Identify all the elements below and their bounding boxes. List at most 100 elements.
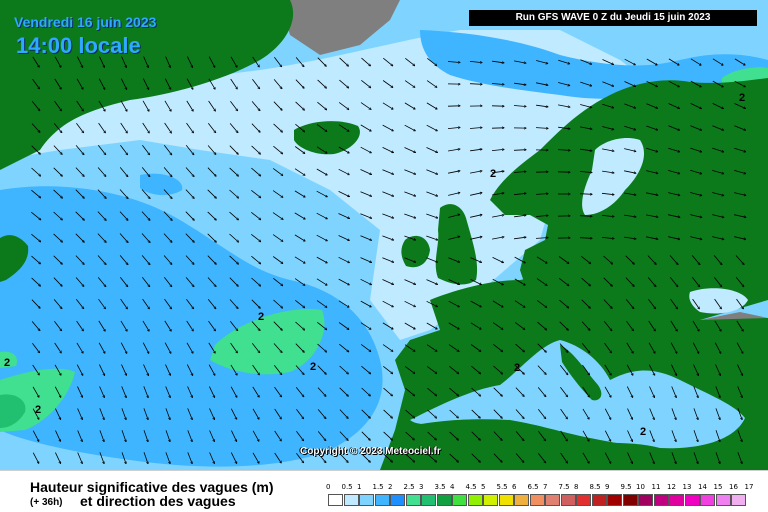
wave-direction-arrow (54, 56, 61, 67)
wave-direction-arrow (579, 238, 592, 239)
wave-direction-arrow (361, 387, 371, 396)
wave-direction-arrow (230, 56, 237, 67)
wave-direction-arrow (164, 122, 172, 133)
wave-direction-arrow (714, 298, 722, 309)
wave-direction-arrow (76, 342, 83, 353)
wave-direction-arrow (229, 167, 239, 176)
wave-direction-arrow (712, 214, 724, 218)
wave-direction-arrow (513, 106, 526, 107)
wave-direction-arrow (448, 279, 460, 285)
wave-direction-arrow (186, 342, 193, 353)
wave-direction-arrow (515, 409, 524, 419)
legend-swatch (514, 494, 529, 506)
wave-direction-arrow (360, 191, 372, 197)
wave-direction-arrow (273, 277, 282, 285)
wave-direction-arrow (185, 189, 194, 199)
legend-label: 12 (667, 483, 676, 491)
wave-direction-arrow (559, 343, 568, 353)
wave-direction-arrow (97, 255, 106, 265)
wave-direction-arrow (32, 408, 39, 420)
wave-direction-arrow (187, 386, 193, 398)
wave-direction-arrow (712, 80, 723, 87)
wave-direction-arrow (99, 56, 105, 68)
wave-direction-arrow (185, 233, 194, 243)
legend-swatch (359, 494, 374, 506)
wave-direction-arrow (55, 430, 61, 442)
wave-direction-arrow (361, 365, 370, 374)
forecast-date: Vendredi 16 juin 2023 (14, 14, 157, 30)
wave-direction-arrow (712, 192, 724, 196)
wave-direction-arrow (405, 453, 415, 462)
wave-direction-arrow (98, 100, 105, 111)
wave-direction-arrow (646, 58, 657, 65)
wave-direction-arrow (121, 56, 127, 68)
wave-direction-arrow (712, 125, 723, 130)
wave-direction-arrow (470, 322, 481, 329)
wave-direction-arrow (317, 409, 326, 418)
wave-direction-arrow (295, 321, 305, 330)
wave-direction-arrow (230, 100, 237, 111)
wave-direction-arrow (624, 81, 636, 87)
sea-band-2-2-5-small (0, 351, 18, 368)
wave-direction-arrow (274, 430, 282, 441)
wave-direction-arrow (119, 277, 127, 286)
wave-direction-arrow (32, 56, 39, 67)
wave-direction-arrow (75, 189, 84, 199)
wave-direction-arrow (582, 430, 589, 441)
wave-direction-arrow (668, 147, 679, 152)
model-run-banner: Run GFS WAVE 0 Z du Jeudi 15 juin 2023 (469, 10, 757, 26)
wave-direction-arrow (734, 147, 745, 152)
wave-direction-arrow (77, 408, 83, 420)
wave-direction-arrow (426, 344, 437, 352)
wave-direction-arrow (514, 278, 525, 285)
wave-direction-arrow (252, 78, 259, 89)
wave-direction-arrows (31, 56, 746, 464)
wave-direction-arrow (273, 299, 283, 308)
wave-direction-arrow (691, 277, 699, 286)
wave-direction-arrow (671, 408, 676, 419)
wave-direction-arrow (404, 344, 415, 352)
wave-direction-arrow (186, 100, 193, 111)
wave-direction-arrow (316, 124, 327, 132)
wave-direction-arrow (163, 167, 172, 176)
wave-direction-arrow (142, 78, 148, 90)
wave-direction-arrow (737, 386, 743, 398)
wave-direction-arrow (294, 234, 305, 241)
wave-direction-arrow (97, 233, 106, 243)
wave-direction-arrow (714, 342, 721, 354)
wave-direction-arrow (207, 211, 217, 220)
wave-direction-arrow (339, 387, 349, 396)
wave-direction-arrow (382, 102, 393, 109)
wave-direction-arrow (426, 102, 437, 109)
wave-direction-arrow (647, 255, 656, 265)
wave-direction-arrow (97, 145, 105, 154)
wave-direction-arrow (229, 211, 239, 220)
wave-direction-arrow (338, 278, 350, 285)
wave-direction-arrow (186, 298, 193, 309)
wave-direction-arrow (382, 300, 394, 307)
wave-direction-arrow (427, 409, 437, 418)
wave-direction-arrow (207, 299, 216, 308)
wave-direction-arrow (624, 170, 636, 173)
wave-direction-arrow (626, 342, 633, 353)
wave-direction-arrow (383, 387, 393, 396)
wave-direction-arrow (209, 430, 215, 442)
wave-direction-arrow (317, 387, 326, 397)
wave-direction-arrow (671, 386, 677, 398)
wave-direction-arrow (273, 145, 282, 154)
wave-direction-arrow (426, 235, 437, 240)
legend-label: 9 (605, 483, 610, 491)
wave-direction-arrow (382, 257, 393, 263)
wave-direction-arrow (230, 386, 237, 398)
wave-direction-arrow (426, 257, 437, 262)
wave-direction-arrow (317, 343, 327, 352)
wave-direction-arrow (32, 364, 40, 375)
wave-direction-arrow (119, 167, 128, 176)
wave-direction-arrow (648, 320, 656, 331)
wave-direction-arrow (646, 192, 658, 195)
wave-direction-arrow (75, 299, 83, 308)
legend-swatch (653, 494, 669, 506)
wave-direction-arrow (426, 147, 438, 153)
wave-direction-arrow (142, 320, 149, 331)
wave-direction-arrow (737, 430, 742, 441)
